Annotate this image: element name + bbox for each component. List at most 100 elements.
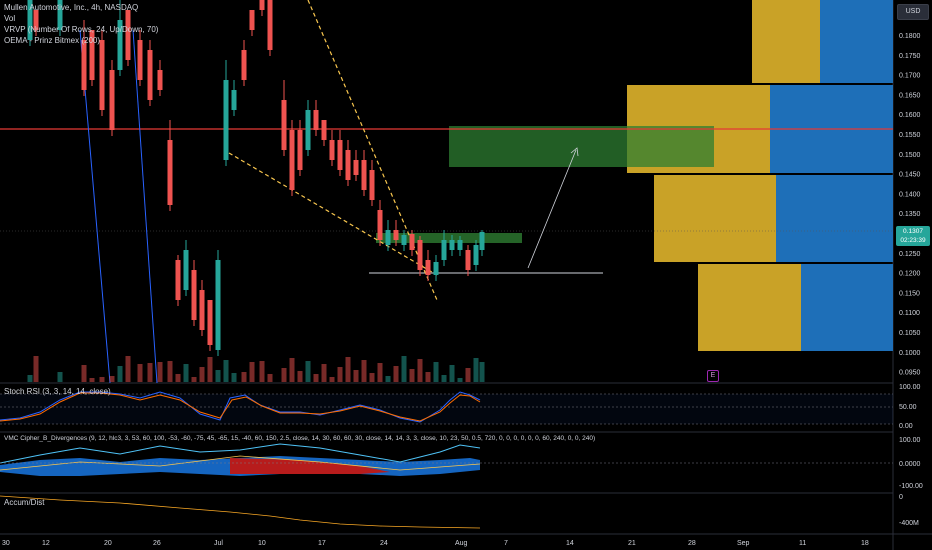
candle-body bbox=[393, 230, 399, 240]
symbol-title[interactable]: Mullen Automotive, Inc., 4h, NASDAQ bbox=[4, 3, 139, 12]
candle-body bbox=[125, 10, 131, 60]
candle-body bbox=[321, 120, 327, 140]
bar-countdown: 02:23:39 bbox=[900, 237, 926, 244]
time-tick: 28 bbox=[688, 540, 696, 547]
volume-bar bbox=[117, 366, 123, 382]
volume-bar bbox=[353, 370, 359, 382]
volume-bar bbox=[199, 367, 205, 382]
time-tick: Aug bbox=[455, 540, 468, 547]
candle-body bbox=[433, 262, 439, 275]
time-tick: 30 bbox=[2, 540, 10, 547]
vp-bar-down bbox=[752, 0, 820, 83]
candle-body bbox=[57, 0, 63, 30]
oema-label[interactable]: OEMA - Prinz Bitmex (200) bbox=[4, 36, 101, 45]
volume-bar bbox=[329, 377, 335, 382]
time-axis[interactable]: 30 12 20 26 Jul 10 17 24 Aug 7 14 21 28 Sep 11 18 bbox=[2, 540, 869, 547]
wedge-lower-line[interactable] bbox=[228, 152, 438, 276]
accum-axis-neg400: -400M bbox=[899, 520, 919, 527]
price-tick: 0.1800 bbox=[899, 33, 921, 40]
price-tick: 0.1400 bbox=[899, 191, 921, 198]
volume-bar bbox=[425, 372, 431, 382]
last-price-value: 0.1307 bbox=[903, 228, 923, 235]
accum-dist-line bbox=[0, 495, 481, 529]
stoch-axis-50: 50.00 bbox=[899, 404, 917, 411]
candle-body bbox=[259, 0, 265, 10]
candle-body bbox=[345, 150, 351, 180]
time-tick: Jul bbox=[214, 540, 223, 547]
stoch-rsi-label[interactable]: Stoch RSI (3, 3, 14, 14, close) bbox=[4, 387, 111, 396]
volume-bar bbox=[281, 368, 287, 382]
candle-body bbox=[183, 250, 189, 290]
volume-bar bbox=[345, 357, 351, 382]
price-tick: 0.1750 bbox=[899, 53, 921, 60]
time-tick: 26 bbox=[153, 540, 161, 547]
blue-trendline[interactable] bbox=[132, 29, 158, 384]
currency-button[interactable]: USD bbox=[897, 4, 929, 20]
volume-bar bbox=[231, 373, 237, 382]
volume-bar bbox=[361, 360, 367, 382]
earnings-icon[interactable]: E bbox=[707, 370, 719, 382]
candle-body bbox=[207, 300, 213, 345]
volume-bar bbox=[191, 377, 197, 382]
volume-bar bbox=[27, 375, 33, 382]
candle-body bbox=[175, 260, 181, 300]
candle-body bbox=[441, 240, 447, 260]
volume-bar bbox=[465, 368, 471, 382]
stoch-rsi-pane bbox=[0, 391, 893, 425]
candle-body bbox=[417, 240, 423, 270]
volume-bar bbox=[313, 374, 319, 382]
volume-bar bbox=[417, 359, 423, 382]
volume-bar bbox=[449, 365, 455, 382]
candle-body bbox=[27, 0, 33, 40]
vrvp-label[interactable]: VRVP (Number Of Rows, 24, Up/Down, 70) bbox=[4, 25, 159, 34]
cipher-pane bbox=[0, 443, 893, 476]
candle-body bbox=[457, 240, 463, 250]
volume-bar bbox=[441, 375, 447, 382]
target-zone bbox=[449, 126, 714, 167]
volume-bar bbox=[157, 362, 163, 382]
volume-bar bbox=[99, 377, 105, 382]
candle-body bbox=[401, 235, 407, 245]
volume-bar bbox=[223, 360, 229, 382]
price-tick: 0.1650 bbox=[899, 92, 921, 99]
candle-body bbox=[289, 130, 295, 190]
candle-body bbox=[89, 30, 95, 80]
vp-bar-down bbox=[654, 175, 776, 262]
last-price-tag: 0.1307 02:23:39 bbox=[896, 226, 930, 246]
time-tick: Sep bbox=[737, 540, 750, 547]
time-tick: 17 bbox=[318, 540, 326, 547]
time-tick: 10 bbox=[258, 540, 266, 547]
time-tick: 14 bbox=[566, 540, 574, 547]
volume-bars bbox=[27, 356, 485, 382]
candle-body bbox=[313, 110, 319, 130]
cipher-label[interactable]: VMC Cipher_B_Divergences (9, 12, hlc3, 3… bbox=[4, 435, 596, 442]
price-tick: 0.1100 bbox=[899, 310, 920, 317]
stoch-axis-100: 100.00 bbox=[899, 384, 921, 391]
candle-body bbox=[81, 40, 87, 90]
cipher-axis-0: 0.0000 bbox=[899, 461, 921, 468]
wedge-upper-line[interactable] bbox=[307, 0, 438, 301]
accum-dist-label[interactable]: Accum/Dist bbox=[4, 498, 45, 507]
candle-body bbox=[449, 240, 455, 250]
candle-body bbox=[425, 260, 431, 275]
time-tick: 24 bbox=[380, 540, 388, 547]
volume-bar bbox=[125, 356, 131, 382]
candle-body bbox=[241, 50, 247, 80]
cipher-axis-100: 100.00 bbox=[899, 437, 921, 444]
volume-bar bbox=[259, 361, 265, 382]
volume-profile bbox=[627, 0, 893, 351]
price-axis[interactable]: 0.1800 0.1750 0.1700 0.1650 0.1600 0.1550 0.15… bbox=[899, 33, 921, 377]
candle-body bbox=[409, 234, 415, 250]
candle-body bbox=[33, 10, 39, 30]
stoch-axis-0: 0.00 bbox=[899, 423, 913, 430]
time-tick: 7 bbox=[504, 540, 508, 547]
volume-label[interactable]: Vol bbox=[4, 14, 16, 23]
volume-bar bbox=[267, 374, 273, 382]
time-tick: 21 bbox=[628, 540, 636, 547]
volume-bar bbox=[409, 369, 415, 382]
volume-bar bbox=[175, 374, 181, 382]
projection-arrow[interactable] bbox=[527, 147, 579, 269]
candle-body bbox=[297, 130, 303, 170]
time-tick: 20 bbox=[104, 540, 112, 547]
